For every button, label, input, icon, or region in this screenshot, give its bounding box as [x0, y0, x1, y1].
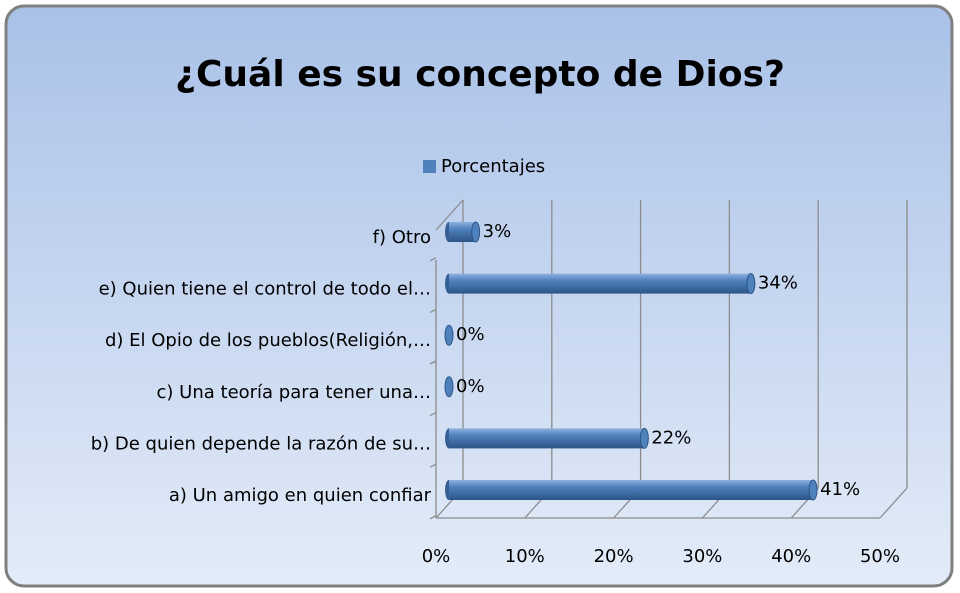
bar-cap	[808, 479, 818, 501]
bar	[449, 273, 751, 294]
bar-cap	[471, 221, 481, 243]
y-tick-label: e) Quien tiene el control de todo el…	[99, 279, 431, 300]
bar-cap	[444, 376, 454, 398]
y-tick	[429, 412, 437, 417]
legend-label: Porcentajes	[441, 156, 545, 177]
chart-title: ¿Cuál es su concepto de Dios?	[175, 54, 785, 95]
y-tick	[429, 257, 437, 262]
legend-swatch	[423, 160, 436, 173]
x-tick-label: 50%	[860, 546, 900, 567]
y-tick	[429, 308, 437, 313]
y-tick	[429, 360, 437, 365]
data-label: 34%	[758, 273, 798, 294]
bar-cap	[746, 273, 756, 295]
chart-background	[4, 4, 954, 588]
data-label: 0%	[456, 376, 485, 397]
data-label: 41%	[820, 479, 860, 500]
y-tick	[429, 463, 437, 468]
bar-cap	[639, 427, 649, 449]
y-tick-label: a) Un amigo en quien confiar	[169, 485, 432, 506]
bar	[449, 428, 645, 449]
x-tick-label: 20%	[594, 546, 634, 567]
y-tick-label: d) El Opio de los pueblos(Religión,…	[105, 330, 431, 351]
data-label: 22%	[651, 427, 691, 448]
bar	[449, 480, 814, 500]
y-tick	[429, 515, 437, 520]
bar	[449, 222, 476, 242]
y-tick-label: b) De quien depende la razón de su…	[91, 433, 431, 454]
y-tick-label: f) Otro	[373, 227, 431, 248]
data-label: 3%	[483, 221, 512, 242]
floor-line	[879, 487, 908, 519]
y-tick-label: c) Una teoría para tener una…	[157, 382, 431, 403]
bar-cap	[444, 324, 454, 346]
data-label: 0%	[456, 324, 485, 345]
x-tick-label: 10%	[505, 546, 545, 567]
x-tick-label: 30%	[682, 546, 722, 567]
x-tick-label: 40%	[771, 546, 811, 567]
axis-line	[435, 199, 464, 231]
x-tick-label: 0%	[422, 546, 451, 567]
